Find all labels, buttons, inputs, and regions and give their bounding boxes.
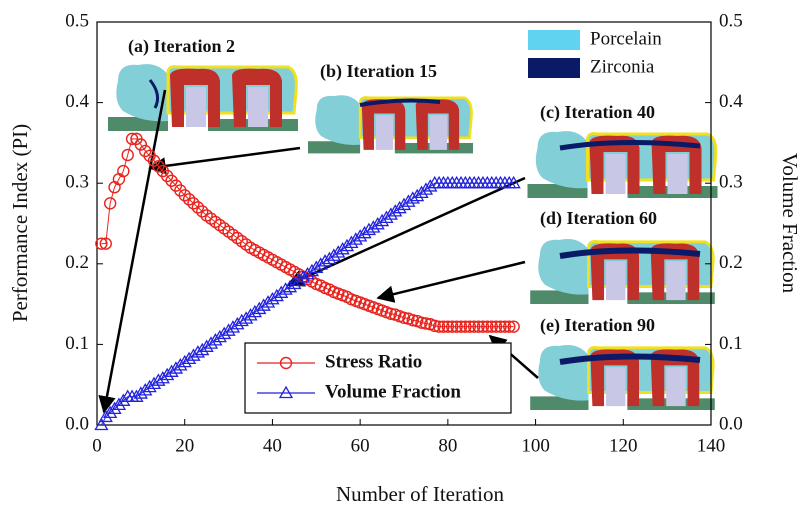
- y-tick-label: 0.2: [65, 252, 89, 273]
- x-tick-label: 0: [92, 435, 102, 456]
- y2-tick-label: 0.0: [719, 413, 743, 434]
- annotation: (a) Iteration 2: [128, 36, 235, 57]
- x-tick-label: 60: [351, 435, 370, 456]
- y-tick-label: 0.1: [65, 333, 89, 354]
- y-tick-label: 0.5: [65, 10, 89, 31]
- x-tick-label: 80: [438, 435, 457, 456]
- y2-tick-label: 0.5: [719, 10, 743, 31]
- y-axis-label: Performance Index (PI): [8, 124, 32, 322]
- annotation: (d) Iteration 60: [540, 208, 657, 229]
- x-tick-label: 100: [521, 435, 550, 456]
- y2-tick-label: 0.3: [719, 172, 743, 193]
- annotation: (c) Iteration 40: [540, 102, 655, 123]
- material-label: Porcelain: [590, 28, 662, 49]
- y2-axis-label: Volume Fraction: [778, 153, 802, 294]
- material-swatch: [528, 30, 580, 50]
- legend-label: Volume Fraction: [325, 381, 461, 402]
- y-tick-label: 0.4: [65, 91, 89, 112]
- annotation: (b) Iteration 15: [320, 61, 437, 82]
- x-tick-label: 40: [263, 435, 282, 456]
- y2-tick-label: 0.2: [719, 252, 743, 273]
- annotation: (e) Iteration 90: [540, 315, 655, 336]
- legend: Stress Ratio Volume Fraction: [245, 343, 511, 413]
- x-tick-label: 140: [697, 435, 726, 456]
- x-tick-label: 20: [175, 435, 194, 456]
- material-swatch: [528, 58, 580, 78]
- y2-tick-label: 0.1: [719, 333, 743, 354]
- chart: (a) Iteration 2 (b) Iteration 15 (c) Ite…: [0, 0, 806, 515]
- legend-label: Stress Ratio: [325, 351, 422, 372]
- y-tick-label: 0.0: [65, 413, 89, 434]
- x-axis-label: Number of Iteration: [336, 482, 504, 506]
- y2-tick-label: 0.4: [719, 91, 743, 112]
- y-tick-label: 0.3: [65, 172, 89, 193]
- x-tick-label: 120: [609, 435, 638, 456]
- material-label: Zirconia: [590, 56, 655, 77]
